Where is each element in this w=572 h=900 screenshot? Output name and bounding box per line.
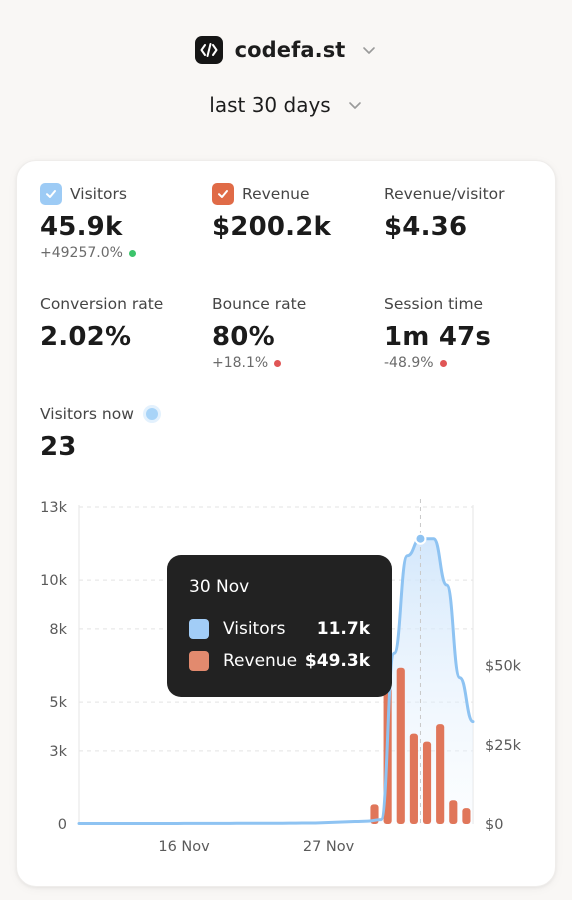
y-tick-label: 0 xyxy=(58,817,67,833)
metric-label: Revenue/visitor xyxy=(384,185,505,203)
metric-value: 23 xyxy=(40,432,77,462)
metric-conversion-rate: Conversion rate 2.02% xyxy=(40,292,163,352)
code-icon xyxy=(194,36,223,64)
revenue-bar xyxy=(396,667,405,824)
metric-session-time: Session time 1m 47s -48.9% xyxy=(384,292,491,371)
date-range-selector[interactable]: last 30 days xyxy=(0,86,572,124)
visitors-line xyxy=(77,537,475,826)
y2-tick-label: $50k xyxy=(485,659,522,675)
check-icon xyxy=(46,190,56,198)
metric-visitors[interactable]: Visitors 45.9k +49257.0% xyxy=(40,182,136,261)
hover-point xyxy=(414,532,427,545)
trend-up-dot xyxy=(128,249,136,257)
revenue-bar xyxy=(449,800,458,824)
metric-label: Visitors now xyxy=(40,405,134,423)
tooltip-date: 30 Nov xyxy=(189,577,250,597)
tooltip-series-value: 11.7k xyxy=(316,619,370,639)
chevron-down-icon xyxy=(363,47,376,54)
tooltip-row-revenue: Revenue $49.3k xyxy=(189,645,370,677)
metric-value: $200.2k xyxy=(212,212,332,242)
metric-label: Revenue xyxy=(242,185,310,203)
y-tick-label: 3k xyxy=(49,744,67,760)
site-name: codefa.st xyxy=(234,38,346,62)
x-tick-label: 16 Nov xyxy=(158,839,210,855)
metric-label: Conversion rate xyxy=(40,295,164,313)
metric-value: 80% xyxy=(212,322,275,352)
visitors-revenue-chart[interactable]: 0 3k 5k 8k 10k 13k $0 $25k $50k 16 Nov 27 Nov xyxy=(17,491,557,861)
y-tick-label: 5k xyxy=(49,695,67,711)
revenue-bar xyxy=(422,741,432,824)
revenue-bar xyxy=(462,808,471,824)
visitors-checkbox[interactable] xyxy=(40,183,62,205)
legend-swatch xyxy=(189,651,209,671)
site-selector[interactable]: codefa.st xyxy=(0,30,572,70)
y-tick-label: 8k xyxy=(49,622,67,638)
revenue-checkbox[interactable] xyxy=(212,183,234,205)
metric-value: $4.36 xyxy=(384,212,468,242)
metric-bounce-rate: Bounce rate 80% +18.1% xyxy=(212,292,306,371)
metric-change: -48.9% xyxy=(384,355,434,371)
live-indicator-dot xyxy=(145,408,158,420)
visitors-area xyxy=(79,538,473,824)
metric-revenue[interactable]: Revenue $200.2k xyxy=(212,182,331,242)
date-range-label: last 30 days xyxy=(209,93,331,117)
revenue-bar xyxy=(409,733,418,824)
tooltip-series-value: $49.3k xyxy=(304,651,370,671)
revenue-bar xyxy=(436,724,445,824)
metric-value: 1m 47s xyxy=(384,322,492,352)
y2-tick-label: $0 xyxy=(485,817,503,833)
y-tick-label: 10k xyxy=(40,573,67,589)
metric-change: +49257.0% xyxy=(40,245,123,261)
x-tick-label: 27 Nov xyxy=(303,839,355,855)
analytics-card: Visitors 45.9k +49257.0% Revenue $200.2k… xyxy=(16,160,556,887)
trend-down-dot xyxy=(439,359,447,367)
metric-change: +18.1% xyxy=(212,355,269,371)
chevron-down-icon xyxy=(348,102,361,109)
metric-revenue-per-visitor: Revenue/visitor $4.36 xyxy=(384,182,505,242)
legend-swatch xyxy=(189,619,209,639)
y-tick-label: 13k xyxy=(40,500,67,516)
check-icon xyxy=(218,190,228,198)
metric-label: Visitors xyxy=(70,185,127,203)
tooltip-row-visitors: Visitors 11.7k xyxy=(189,613,370,645)
tooltip-series-name: Visitors xyxy=(223,619,286,639)
metric-label: Session time xyxy=(384,295,484,313)
y2-tick-label: $25k xyxy=(485,738,522,754)
metric-value: 45.9k xyxy=(40,212,123,242)
trend-down-dot xyxy=(274,359,282,367)
tooltip-series-name: Revenue xyxy=(223,651,298,671)
metric-visitors-now: Visitors now 23 xyxy=(40,402,158,462)
metric-value: 2.02% xyxy=(40,322,132,352)
metric-label: Bounce rate xyxy=(212,295,307,313)
chart-tooltip: 30 Nov Visitors 11.7k Revenue $49.3k xyxy=(167,555,392,697)
